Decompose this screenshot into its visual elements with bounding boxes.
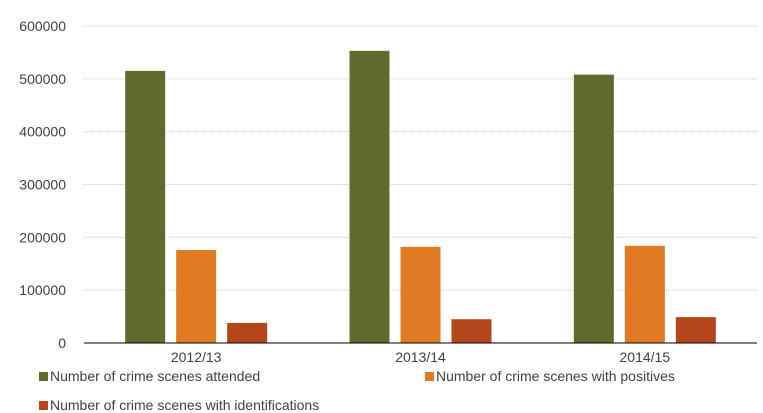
bar — [176, 250, 217, 343]
y-axis-ticks: 0 100000 200000 300000 400000 500000 600000 — [19, 18, 66, 351]
legend-item-positives: Number of crime scenes with positives — [425, 368, 675, 384]
bar — [624, 245, 665, 343]
bar — [573, 74, 614, 344]
legend-swatch-attended — [39, 371, 48, 381]
bars — [125, 50, 716, 344]
y-tick-label: 200000 — [19, 229, 66, 245]
bar — [125, 70, 166, 344]
y-tick-label: 500000 — [19, 71, 66, 87]
y-tick-label: 600000 — [19, 18, 66, 34]
x-tick-label: 2012/13 — [171, 349, 222, 365]
y-tick-label: 0 — [58, 335, 66, 351]
legend-swatch-identifications — [39, 400, 48, 410]
x-axis-ticks: 2012/13 2013/14 2014/15 — [171, 349, 670, 365]
legend-item-identifications: Number of crime scenes with identificati… — [39, 397, 319, 413]
legend-label-attended: Number of crime scenes attended — [50, 368, 261, 384]
y-tick-label: 100000 — [19, 282, 66, 298]
bar — [675, 317, 716, 343]
bar — [349, 50, 390, 343]
bar — [227, 322, 268, 343]
y-tick-label: 300000 — [19, 177, 66, 193]
legend-label-positives: Number of crime scenes with positives — [436, 368, 675, 384]
bar — [400, 246, 441, 343]
x-tick-label: 2013/14 — [395, 349, 446, 365]
bar — [451, 319, 492, 343]
legend-label-identifications: Number of crime scenes with identificati… — [50, 397, 320, 413]
legend-item-attended: Number of crime scenes attended — [39, 368, 260, 384]
x-tick-label: 2014/15 — [620, 349, 671, 365]
y-tick-label: 400000 — [19, 124, 66, 140]
legend-swatch-positives — [425, 371, 434, 381]
